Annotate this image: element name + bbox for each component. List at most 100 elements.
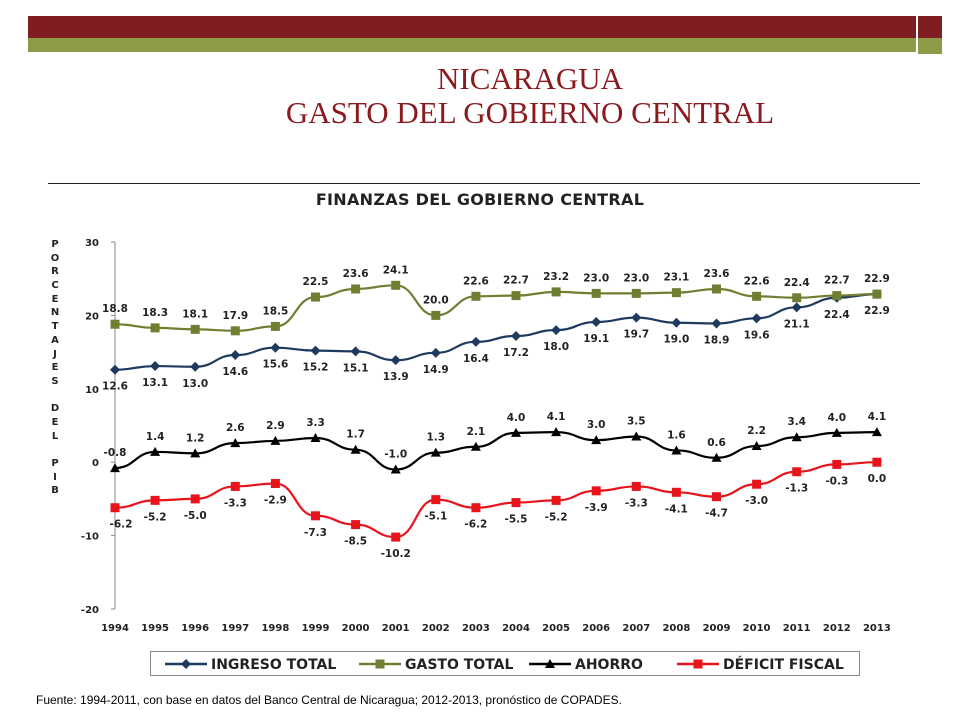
data-label: 23.0: [623, 272, 649, 284]
slide-title: NICARAGUA GASTO DEL GOBIERNO CENTRAL: [180, 62, 880, 130]
x-tick-label: 1994: [101, 623, 129, 634]
data-label: 1.6: [667, 429, 686, 441]
data-point: [511, 330, 521, 341]
data-point: [350, 346, 361, 357]
data-point: [871, 427, 882, 437]
data-label: -3.3: [224, 497, 247, 509]
data-label: 4.0: [507, 412, 526, 424]
data-point: [551, 325, 562, 336]
y-tick-label: -20: [81, 605, 99, 616]
data-point: [591, 435, 602, 445]
x-tick-label: 2005: [542, 623, 570, 634]
data-point: [190, 324, 200, 334]
data-label: 1.2: [186, 432, 205, 444]
data-point: [792, 467, 802, 477]
slide-title-line2: GASTO DEL GOBIERNO CENTRAL: [285, 95, 775, 130]
top-olive-band: [28, 38, 916, 52]
data-point: [671, 445, 682, 455]
series-line: [114, 461, 877, 539]
data-label: 13.1: [142, 377, 168, 389]
data-point: [711, 318, 722, 329]
data-point: [711, 452, 722, 462]
series-ingreso-total: 12.6 13.1 13.0 14.6 15.6 15.2 15.1 13.9 14.9 16.4…: [102, 289, 890, 393]
data-point: [872, 457, 882, 467]
data-label: 1.7: [346, 429, 365, 441]
data-label: 22.7: [503, 275, 529, 287]
data-label: 15.1: [343, 362, 369, 374]
x-tick-label: 2008: [662, 623, 690, 634]
data-point: [712, 284, 721, 294]
data-label: -5.5: [505, 514, 528, 526]
data-label: 3.0: [587, 419, 606, 431]
x-tick-label: 1997: [221, 623, 249, 634]
top-red-band: [28, 16, 916, 38]
slide-title-line1: NICARAGUA: [437, 61, 623, 96]
data-label: 22.9: [864, 305, 890, 317]
data-point: [591, 317, 602, 328]
y-axis-label-char: E: [51, 362, 59, 374]
data-label: 22.5: [303, 276, 329, 288]
data-label: 18.5: [262, 305, 288, 317]
data-point: [671, 317, 682, 328]
data-point: [591, 486, 601, 496]
data-point: [751, 313, 762, 324]
data-label: -6.2: [464, 519, 487, 531]
data-label: 2.2: [747, 425, 766, 437]
chart-top-rule: [48, 183, 920, 184]
y-axis-label-char: N: [50, 307, 60, 319]
data-label: 23.1: [663, 272, 689, 284]
data-point: [471, 291, 481, 301]
data-label: 22.6: [463, 275, 489, 287]
data-point: [110, 503, 120, 513]
data-label: -10.2: [381, 548, 411, 560]
series-line: [114, 431, 877, 471]
data-point: [431, 495, 441, 505]
data-point: [230, 481, 240, 491]
data-point: [190, 494, 200, 504]
data-label: -5.2: [545, 511, 568, 523]
data-point: [551, 427, 562, 437]
legend-label: DÉFICIT FISCAL: [723, 656, 844, 673]
y-axis-label-char: O: [50, 252, 60, 264]
data-label: 24.1: [383, 264, 409, 276]
data-point: [511, 291, 521, 301]
data-label: 3.5: [627, 416, 646, 428]
data-point: [470, 441, 481, 451]
data-point: [351, 520, 361, 530]
data-label: 19.7: [623, 329, 649, 341]
x-tick-label: 2001: [382, 623, 410, 634]
y-axis-label-char: P: [51, 239, 59, 250]
legend-entry: INGRESO TOTAL: [165, 657, 336, 673]
data-label: 14.9: [423, 364, 449, 376]
data-label: -5.2: [144, 511, 167, 523]
x-tick-label: 2009: [703, 623, 731, 634]
x-tick-label: 2002: [422, 623, 450, 634]
y-axis-label-char: S: [51, 375, 59, 387]
data-label: 13.0: [182, 378, 208, 390]
y-axis-label-char: T: [51, 321, 59, 333]
data-label: -3.0: [745, 495, 768, 507]
legend-entry: AHORRO: [529, 657, 643, 673]
chart-title: FINANZAS DEL GOBIERNO CENTRAL: [315, 190, 645, 209]
data-point: [631, 431, 642, 441]
data-point: [230, 350, 241, 361]
data-label: -5.0: [184, 510, 207, 522]
data-point: [391, 280, 401, 290]
data-point: [350, 444, 361, 454]
data-label: 0.6: [707, 437, 726, 449]
y-tick-label: 20: [85, 311, 99, 322]
data-label: 3.3: [306, 417, 325, 429]
source-note: Fuente: 1994-2011, con base en datos del…: [36, 693, 622, 707]
data-label: 18.3: [142, 307, 168, 319]
data-label: 16.4: [463, 353, 489, 365]
data-point: [270, 435, 281, 445]
data-label: 18.8: [102, 303, 128, 315]
data-point: [631, 288, 641, 298]
data-point: [150, 323, 160, 333]
x-tick-label: 2006: [582, 623, 610, 634]
data-label: 3.4: [787, 416, 806, 428]
data-point: [270, 321, 280, 331]
data-label: -3.9: [585, 502, 608, 514]
legend-label: GASTO TOTAL: [405, 657, 513, 673]
